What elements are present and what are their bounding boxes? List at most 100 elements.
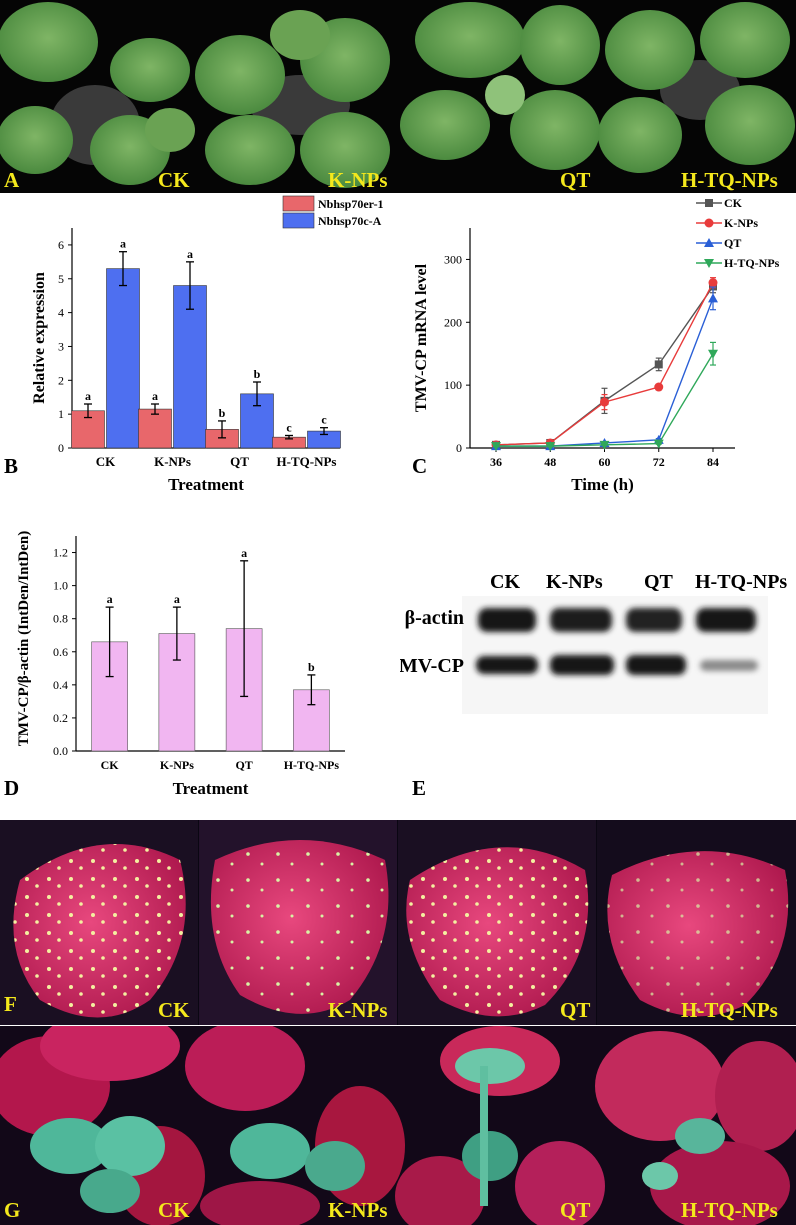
panel-c-svg: 0 100 200 300 36 48 60 72 84 Time (h) TMV-CP mRNA … — [413, 196, 780, 494]
b-bar-1-0 — [106, 268, 140, 449]
panel-b-chart: 0 1 2 3 4 5 6 a a CK a a K-NPs b b QT c c H-TQ-NPs Treatmen… — [0, 193, 400, 500]
label-f-ck: CK — [158, 998, 190, 1022]
panel-b-letter: B — [4, 454, 19, 478]
c-point-1-4 — [708, 278, 718, 288]
band-tmv-qt — [626, 655, 686, 675]
c-point-2-4 — [708, 293, 718, 303]
d-ytick-label: 0.2 — [53, 711, 68, 725]
band-actin-ck — [478, 608, 536, 632]
b-xtick-label: QT — [230, 454, 249, 469]
b-sig-1-2: b — [254, 367, 261, 381]
c-xtick-label: 60 — [599, 455, 611, 469]
panel-g-letter: G — [4, 1198, 21, 1222]
d-bar-3 — [293, 689, 330, 752]
plant-h-tq-nps — [598, 2, 795, 173]
c-xtick-label: 36 — [490, 455, 502, 469]
label-g-ck: CK — [158, 1198, 190, 1222]
label-g-k-nps: K-NPs — [328, 1198, 388, 1222]
b-legend-swatch-1 — [282, 212, 315, 229]
panel-a-letter: A — [4, 168, 20, 192]
plant-qt — [400, 2, 600, 170]
label-k-nps: K-NPs — [328, 168, 388, 192]
c-point-3-2 — [599, 440, 610, 450]
b-xtick-label: K-NPs — [154, 454, 191, 469]
leaf-k-nps — [210, 840, 389, 1014]
plant-g-h-tq-nps — [595, 1031, 796, 1225]
c-line-2 — [496, 298, 714, 447]
plant-fluorescence-svg — [0, 1026, 796, 1225]
plant-g-qt — [395, 1026, 605, 1225]
b-legend-label-0: Nbhsp70er-1 — [318, 197, 384, 211]
c-legend-label-0: CK — [724, 196, 743, 210]
d-xtick-label: QT — [235, 758, 252, 772]
b-sig-1-3: c — [321, 413, 327, 427]
label-g-qt: QT — [560, 1198, 591, 1222]
d-ytick-label: 0.6 — [53, 645, 68, 659]
c-ytick-label: 100 — [444, 378, 462, 392]
label-ck: CK — [158, 168, 190, 192]
lane-h-tq-nps: H-TQ-NPs — [695, 571, 788, 593]
d-ylabel: TMV-CP/β-actin (IntDen/IntDen) — [16, 531, 32, 747]
panel-c-chart: 0 100 200 300 36 48 60 72 84 Time (h) TMV-CP mRNA … — [400, 193, 796, 500]
leaf-fluorescence-svg — [0, 820, 796, 1025]
b-sig-0-3: c — [286, 420, 292, 434]
plant-ck — [0, 2, 195, 185]
b-bar-1-1 — [173, 285, 207, 449]
b-ytick-label: 5 — [58, 272, 64, 286]
c-ylabel: TMV-CP mRNA level — [413, 263, 430, 412]
label-h-tq-nps: H-TQ-NPs — [681, 168, 778, 192]
b-ytick-label: 1 — [58, 407, 64, 421]
d-xtick-label: K-NPs — [160, 758, 194, 772]
c-ytick-label: 300 — [444, 252, 462, 266]
c-point-3-3 — [653, 439, 664, 449]
b-ytick-label: 2 — [58, 373, 64, 387]
b-sig-0-1: a — [152, 389, 158, 403]
leaf-ck — [13, 844, 186, 1018]
c-point-0-3 — [654, 360, 663, 369]
label-g-h-tq-nps: H-TQ-NPs — [681, 1198, 778, 1222]
c-legend-label-3: H-TQ-NPs — [724, 256, 780, 270]
b-ytick-label: 0 — [58, 441, 64, 455]
western-blot-svg — [462, 596, 768, 714]
b-ytick-label: 6 — [58, 238, 64, 252]
c-xtick-label: 84 — [707, 455, 719, 469]
d-ytick-label: 0.8 — [53, 612, 68, 626]
c-point-3-4 — [708, 349, 718, 359]
c-line-1 — [495, 282, 714, 446]
d-xlabel: Treatment — [173, 779, 249, 798]
plant-k-nps — [195, 10, 390, 188]
d-sig-0: a — [107, 592, 113, 606]
c-legend-marker-3 — [704, 259, 714, 268]
b-sig-1-1: a — [187, 247, 193, 261]
panel-d-svg: 0.0 0.2 0.4 0.6 0.8 1.0 1.2 a CK a K-NPs a QT b H-TQ-N… — [16, 531, 345, 798]
c-legend-marker-2 — [704, 238, 714, 247]
plant-g-k-nps — [185, 1026, 405, 1225]
label-f-h-tq-nps: H-TQ-NPs — [681, 998, 778, 1022]
plant-g-ck — [0, 1026, 205, 1225]
c-xlabel: Time (h) — [571, 475, 634, 494]
c-legend-label-2: QT — [724, 236, 741, 250]
leaf-qt — [406, 847, 589, 1017]
row-tmv-cp: TMV-CP — [400, 655, 464, 677]
panel-d-letter: D — [4, 776, 20, 800]
panel-f-photos: F CK K-NPs QT H-TQ-NPs — [0, 820, 796, 1025]
d-ytick-label: 0.0 — [53, 744, 68, 758]
d-sig-3: b — [308, 660, 315, 674]
d-ytick-label: 1.0 — [53, 579, 68, 593]
row-beta-actin: β-actin — [404, 607, 464, 629]
c-point-1-2 — [600, 397, 609, 407]
label-qt: QT — [560, 168, 591, 192]
b-xtick-label: H-TQ-NPs — [277, 454, 337, 469]
b-ytick-label: 3 — [58, 339, 64, 353]
label-f-qt: QT — [560, 998, 591, 1022]
d-xtick-label: H-TQ-NPs — [284, 758, 340, 772]
b-ylabel: Relative expression — [31, 272, 48, 404]
c-point-1-3 — [654, 382, 664, 392]
panel-d-chart: 0.0 0.2 0.4 0.6 0.8 1.0 1.2 a CK a K-NPs a QT b H-TQ-N… — [0, 500, 400, 808]
c-legend-marker-1 — [704, 218, 714, 228]
plant-photos-svg — [0, 0, 796, 193]
band-tmv-knps — [550, 655, 614, 675]
b-sig-1-0: a — [120, 237, 126, 251]
c-legend-label-1: K-NPs — [724, 216, 758, 230]
panel-b-svg: 0 1 2 3 4 5 6 a a CK a a K-NPs b b QT c c H-TQ-NPs Treatmen… — [31, 195, 384, 494]
